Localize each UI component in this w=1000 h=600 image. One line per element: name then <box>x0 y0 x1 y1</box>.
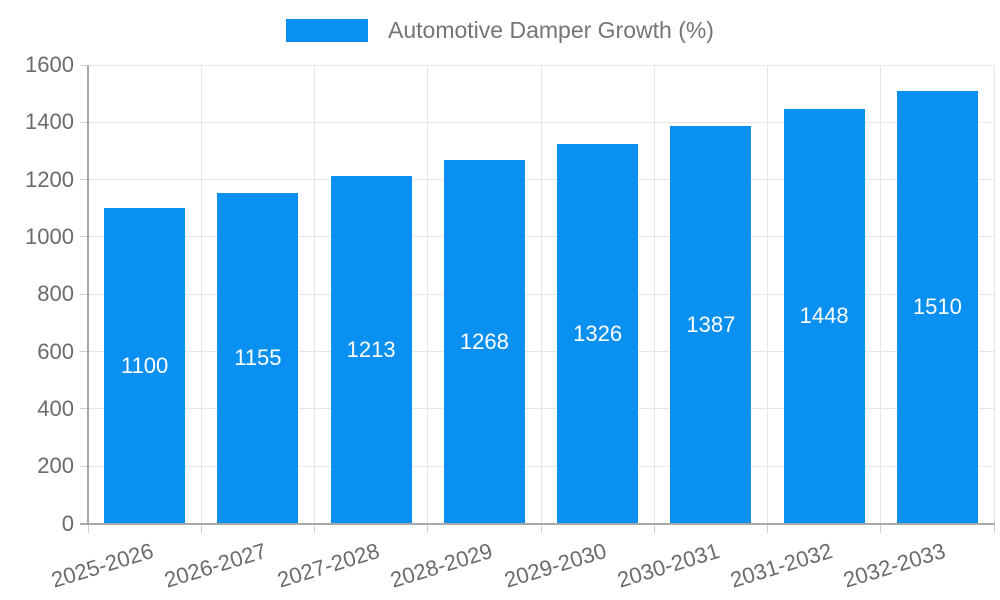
y-tick <box>80 408 88 410</box>
y-tick <box>80 465 88 467</box>
bar-value-label: 1448 <box>799 303 849 329</box>
x-gridline <box>767 65 768 524</box>
y-tick-label: 1600 <box>25 52 74 77</box>
bar[interactable] <box>670 126 752 524</box>
y-tick-label: 800 <box>37 281 74 307</box>
y-tick <box>80 236 88 238</box>
y-tick <box>80 121 88 123</box>
x-tick <box>427 523 429 533</box>
x-gridline <box>314 65 315 524</box>
legend-swatch <box>286 18 369 42</box>
y-tick <box>80 64 88 66</box>
x-tick <box>993 523 995 533</box>
bar-value-label: 1100 <box>120 352 169 378</box>
y-tick <box>80 293 88 295</box>
x-gridline <box>540 65 542 524</box>
x-tick <box>880 523 882 533</box>
bar-value-label: 1213 <box>346 336 396 362</box>
y-tick-label: 400 <box>37 395 74 421</box>
x-tick <box>653 523 655 533</box>
bar[interactable] <box>104 208 186 524</box>
x-gridline <box>200 65 202 524</box>
bar-value-label: 1326 <box>573 320 623 346</box>
y-tick-label: 1400 <box>25 109 74 135</box>
y-axis-line <box>87 65 89 525</box>
x-gridline <box>653 65 655 524</box>
x-gridline <box>427 65 429 524</box>
bar-value-label: 1268 <box>459 328 509 354</box>
bar[interactable] <box>330 175 412 524</box>
legend-label: Automotive Damper Growth (%) <box>388 17 714 43</box>
bar-value-label: 1387 <box>686 311 736 337</box>
plot-area: 1100 1155 1213 1268 1326 1387 1448 1510 <box>80 64 995 533</box>
bar[interactable] <box>783 108 865 524</box>
x-gridline <box>880 65 882 524</box>
bar-value-label: 1510 <box>912 294 962 320</box>
bar-value-label: 1155 <box>234 345 282 370</box>
y-tick-label: 600 <box>37 338 74 364</box>
y-tick-label: 1200 <box>25 166 74 192</box>
bar[interactable] <box>217 192 299 524</box>
x-tick <box>200 523 202 533</box>
x-gridline <box>993 65 995 524</box>
x-axis-line <box>80 522 995 525</box>
y-tick-label: 0 <box>61 510 74 536</box>
x-tick <box>540 523 542 533</box>
y-tick <box>80 351 88 353</box>
bar[interactable] <box>896 90 978 524</box>
y-tick-label: 1000 <box>25 223 74 249</box>
x-tick <box>87 523 89 533</box>
y-tick <box>80 179 88 181</box>
y-tick-label: 200 <box>37 453 74 479</box>
legend-item[interactable]: Automotive Damper Growth (%) <box>0 17 1000 43</box>
x-tick <box>767 523 768 533</box>
bar[interactable] <box>557 143 639 524</box>
bar[interactable] <box>443 160 525 524</box>
x-tick <box>314 523 315 533</box>
